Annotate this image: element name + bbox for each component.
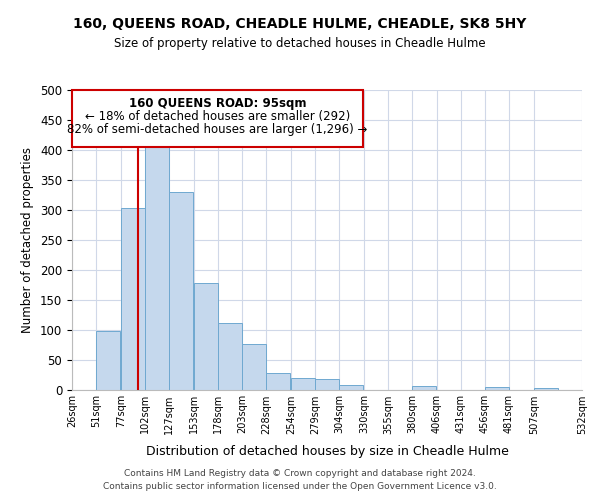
Text: Contains HM Land Registry data © Crown copyright and database right 2024.: Contains HM Land Registry data © Crown c…	[124, 468, 476, 477]
Text: Size of property relative to detached houses in Cheadle Hulme: Size of property relative to detached ho…	[114, 38, 486, 51]
Text: 160 QUEENS ROAD: 95sqm: 160 QUEENS ROAD: 95sqm	[128, 97, 306, 110]
Bar	[291, 378, 315, 390]
FancyBboxPatch shape	[72, 90, 363, 147]
Bar	[534, 388, 558, 390]
Bar	[266, 373, 290, 390]
Bar	[169, 192, 193, 390]
Text: 160, QUEENS ROAD, CHEADLE HULME, CHEADLE, SK8 5HY: 160, QUEENS ROAD, CHEADLE HULME, CHEADLE…	[73, 18, 527, 32]
Bar	[242, 344, 266, 390]
Bar	[194, 283, 218, 390]
Bar	[315, 378, 339, 390]
X-axis label: Distribution of detached houses by size in Cheadle Hulme: Distribution of detached houses by size …	[146, 444, 508, 458]
Text: Contains public sector information licensed under the Open Government Licence v3: Contains public sector information licen…	[103, 482, 497, 491]
Bar	[218, 324, 242, 390]
Bar	[96, 330, 120, 390]
Bar	[121, 208, 145, 390]
Y-axis label: Number of detached properties: Number of detached properties	[22, 147, 34, 333]
Text: 82% of semi-detached houses are larger (1,296) →: 82% of semi-detached houses are larger (…	[67, 123, 368, 136]
Bar	[485, 387, 509, 390]
Bar	[412, 386, 436, 390]
Bar	[339, 384, 363, 390]
Bar	[145, 142, 169, 390]
Text: ← 18% of detached houses are smaller (292): ← 18% of detached houses are smaller (29…	[85, 110, 350, 122]
